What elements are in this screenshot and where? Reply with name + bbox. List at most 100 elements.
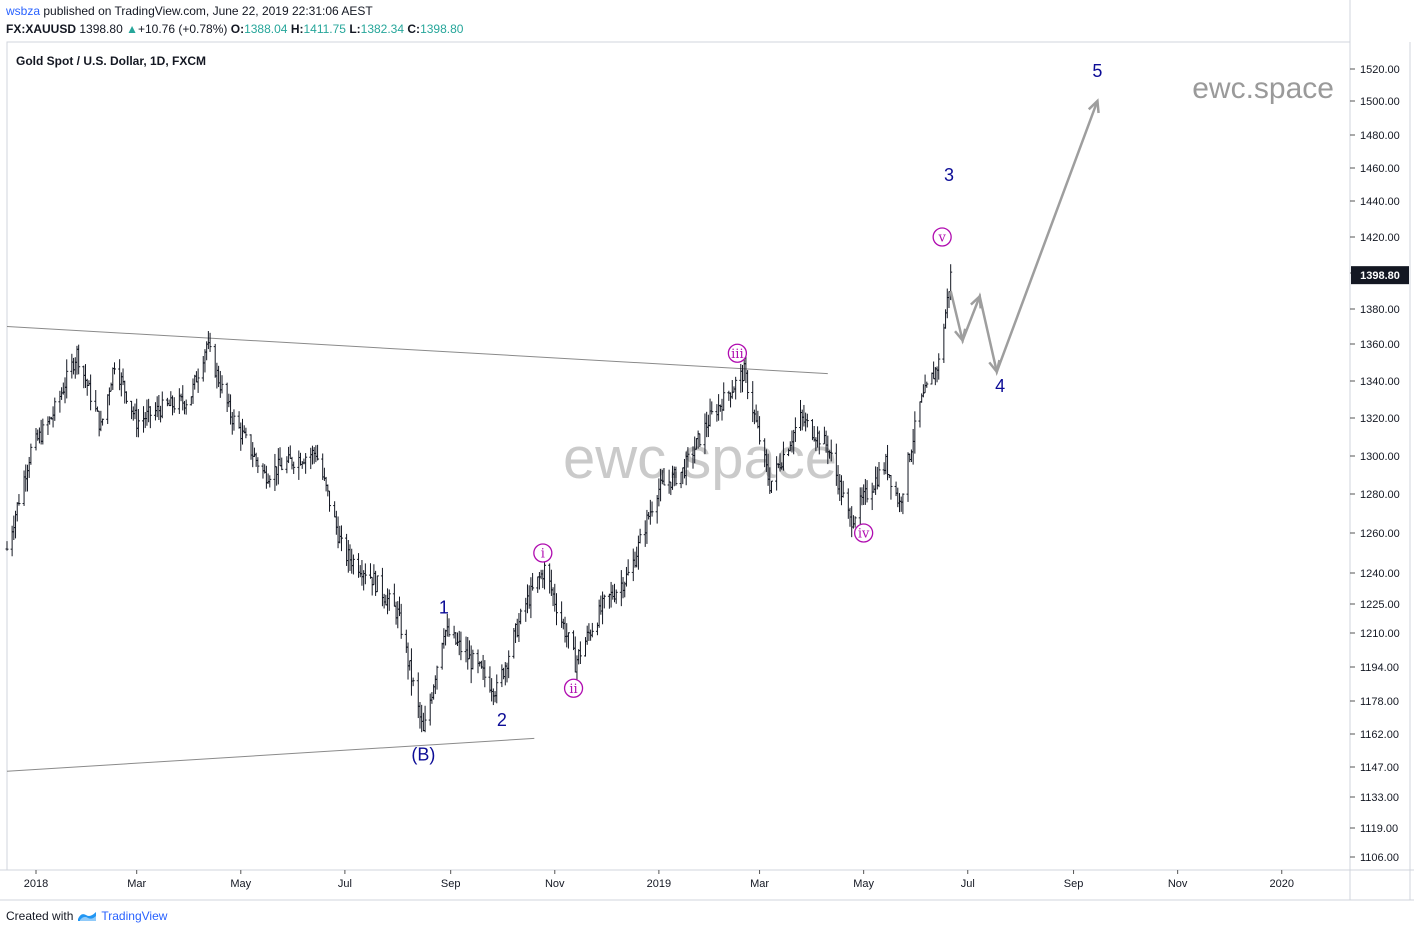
ohlc-bar [278,447,282,467]
ohlc-bar [386,588,390,615]
ohlc-bar [715,404,719,422]
ohlc-bar [314,445,318,463]
ohlc-bar [829,439,833,462]
ohlc-bar [17,494,21,506]
ohlc-bar [619,570,623,607]
ohlc-bar [133,403,137,420]
x-tick-label: 2018 [24,878,48,890]
ohlc-bar [609,581,613,608]
wave-label-3: 3 [944,165,954,185]
ohlc-bar [862,484,866,505]
ohlc-bar [611,584,615,600]
ohlc-bar [887,474,891,479]
y-tick-label: 1106.00 [1360,852,1399,864]
ohlc-bar [15,502,19,522]
ohlc-bar [850,506,854,538]
close-label: C: [407,22,421,36]
ohlc-bar [218,370,222,398]
ohlc-bar [75,345,79,375]
ohlc-bar [244,427,248,439]
y-tick-label: 1194.00 [1360,662,1399,674]
ohlc-bar [930,372,934,385]
ohlc-bar [29,443,33,465]
ohlc-bar [514,623,518,644]
ohlc-bar [215,362,219,389]
ohlc-bar [363,563,367,585]
ohlc-bar [572,630,576,651]
ohlc-bar [396,601,400,629]
ohlc-bar [118,359,122,391]
ohlc-bar [240,418,244,445]
ohlc-bar [358,565,362,578]
ohlc-bar [336,516,340,549]
ohlc-bar [416,672,420,719]
wave-label-ii: ii [569,682,577,697]
ohlc-bar [273,453,277,491]
ohlc-bar [865,480,869,503]
ohlc-bar [602,594,606,609]
ohlc-bar [63,377,67,404]
ohlc-bar [160,391,164,419]
ohlc-bar [136,409,140,438]
ohlc-bar [944,309,948,329]
ohlc-bar [387,589,391,611]
ohlc-bar [322,467,326,481]
ohlc-bar [578,641,582,664]
y-tick-label: 1210.00 [1360,628,1400,640]
ohlc-bar [77,344,81,375]
y-tick-label: 1178.00 [1360,696,1399,708]
ohlc-bar [674,466,678,486]
trendline-0 [6,326,828,375]
ohlc-bar [309,447,313,470]
ohlc-bar [433,675,437,695]
high-value: 1411.75 [303,22,346,36]
ohlc-bar [39,419,43,445]
wave-label-v: v [937,231,946,246]
ohlc-bar [500,664,504,688]
ohlc-bar [894,481,898,497]
y-tick-label: 1380.00 [1360,304,1400,316]
ohlc-bar [554,593,558,626]
ohlc-bar [179,393,183,402]
ohlc-bar [148,406,152,429]
ohlc-bar [58,390,62,413]
ohlc-bar [877,461,881,488]
x-tick-label: Sep [441,878,461,890]
ohlc-bar [466,637,470,670]
ohlc-bar [135,398,139,438]
ohlc-bar [34,427,38,451]
ohlc-bar [491,688,495,706]
low-label: L: [349,22,361,36]
ohlc-bar [169,391,173,407]
ohlc-bar [440,642,444,670]
wave-label-i: i [541,547,545,562]
ohlc-bar [899,496,903,512]
ohlc-bar [638,528,642,544]
ohlc-bar [793,417,797,442]
publisher-username[interactable]: wsbza [6,4,41,18]
ohlc-bar [334,510,338,535]
y-tick-label: 1480.00 [1360,130,1400,142]
ohlc-bar [444,629,448,646]
ohlc-bar [631,548,635,582]
last-price-label: 1398.80 [1360,270,1400,282]
ohlc-bar [863,478,867,505]
wave-label-1: 1 [439,598,449,618]
ohlc-bar [333,501,337,518]
ohlc-bar [817,430,821,455]
ohlc-bar [913,411,917,454]
ohlc-bar [302,458,306,465]
ohlc-bar [503,662,507,686]
ohlc-bar [933,366,937,386]
tradingview-link[interactable]: TradingView [101,909,168,923]
ohlc-bar [304,453,308,474]
ohlc-bar [838,474,842,501]
ohlc-bar [770,480,774,494]
ohlc-bar [106,394,110,425]
ohlc-bar [101,418,105,426]
ohlc-bar [519,608,523,625]
ohlc-bar [945,288,949,319]
ohlc-bar [921,384,925,398]
ohlc-bar [10,525,14,557]
